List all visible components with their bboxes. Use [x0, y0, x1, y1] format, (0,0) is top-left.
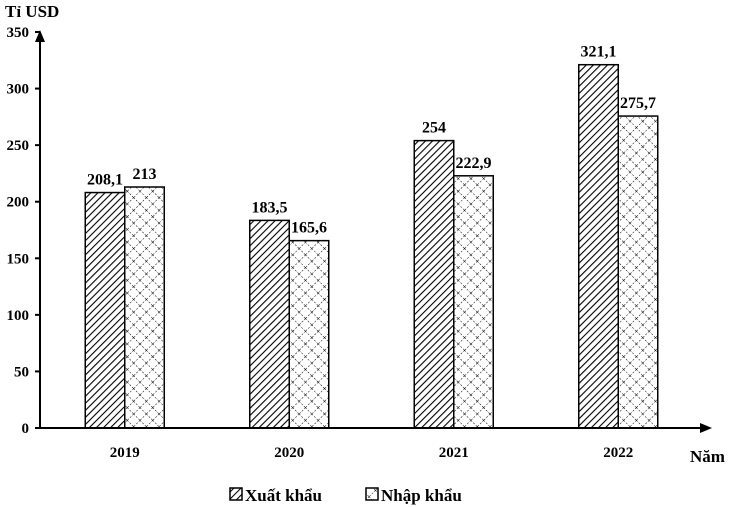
data-label: 165,6 — [291, 220, 327, 237]
y-tick-label: 200 — [7, 195, 30, 211]
y-tick-label: 350 — [7, 25, 30, 41]
bar-xuat-khau-2021 — [413, 139, 455, 429]
data-label: 183,5 — [252, 199, 288, 216]
y-tick-label: 100 — [7, 308, 30, 324]
legend-swatch-xuat-khau — [229, 487, 243, 501]
y-tick-label: 150 — [7, 251, 30, 267]
y-tick-label: 300 — [7, 82, 30, 98]
bar-nhap-khau-2021 — [453, 175, 494, 429]
bar-nhap-khau-2022 — [617, 115, 659, 429]
data-label: 275,7 — [620, 95, 656, 112]
x-tick-label: 2019 — [110, 445, 140, 461]
legend: Xuất khẩu Nhập khẩu — [229, 486, 462, 505]
bar-nhap-khau-2019 — [124, 186, 165, 429]
x-tick-label: 2020 — [274, 445, 304, 461]
data-label: 222,9 — [456, 155, 492, 172]
x-tick-label: 2021 — [439, 445, 469, 461]
y-tick-label: 50 — [14, 364, 29, 380]
legend-swatch-nhap-khau — [365, 487, 379, 501]
legend-label-nhap-khau: Nhập khẩu — [381, 486, 462, 505]
y-tick-label: 250 — [7, 138, 30, 154]
bar-xuat-khau-2022 — [578, 63, 619, 429]
data-label: 254 — [422, 120, 446, 137]
data-label: 208,1 — [87, 172, 123, 189]
y-axis-arrow — [35, 30, 45, 42]
y-axis-title: Tỉ USD — [5, 2, 59, 21]
bar-nhap-khau-2020 — [288, 239, 330, 429]
bar-xuat-khau-2020 — [249, 219, 290, 429]
data-label: 213 — [133, 166, 157, 183]
x-axis-arrow — [700, 423, 712, 433]
bar-xuat-khau-2019 — [84, 191, 126, 429]
legend-label-xuat-khau: Xuất khẩu — [245, 486, 322, 505]
y-tick-label: 0 — [22, 421, 30, 437]
data-label: 321,1 — [581, 44, 617, 61]
x-tick-label: 2022 — [603, 445, 633, 461]
x-axis-title: Năm — [690, 447, 725, 466]
